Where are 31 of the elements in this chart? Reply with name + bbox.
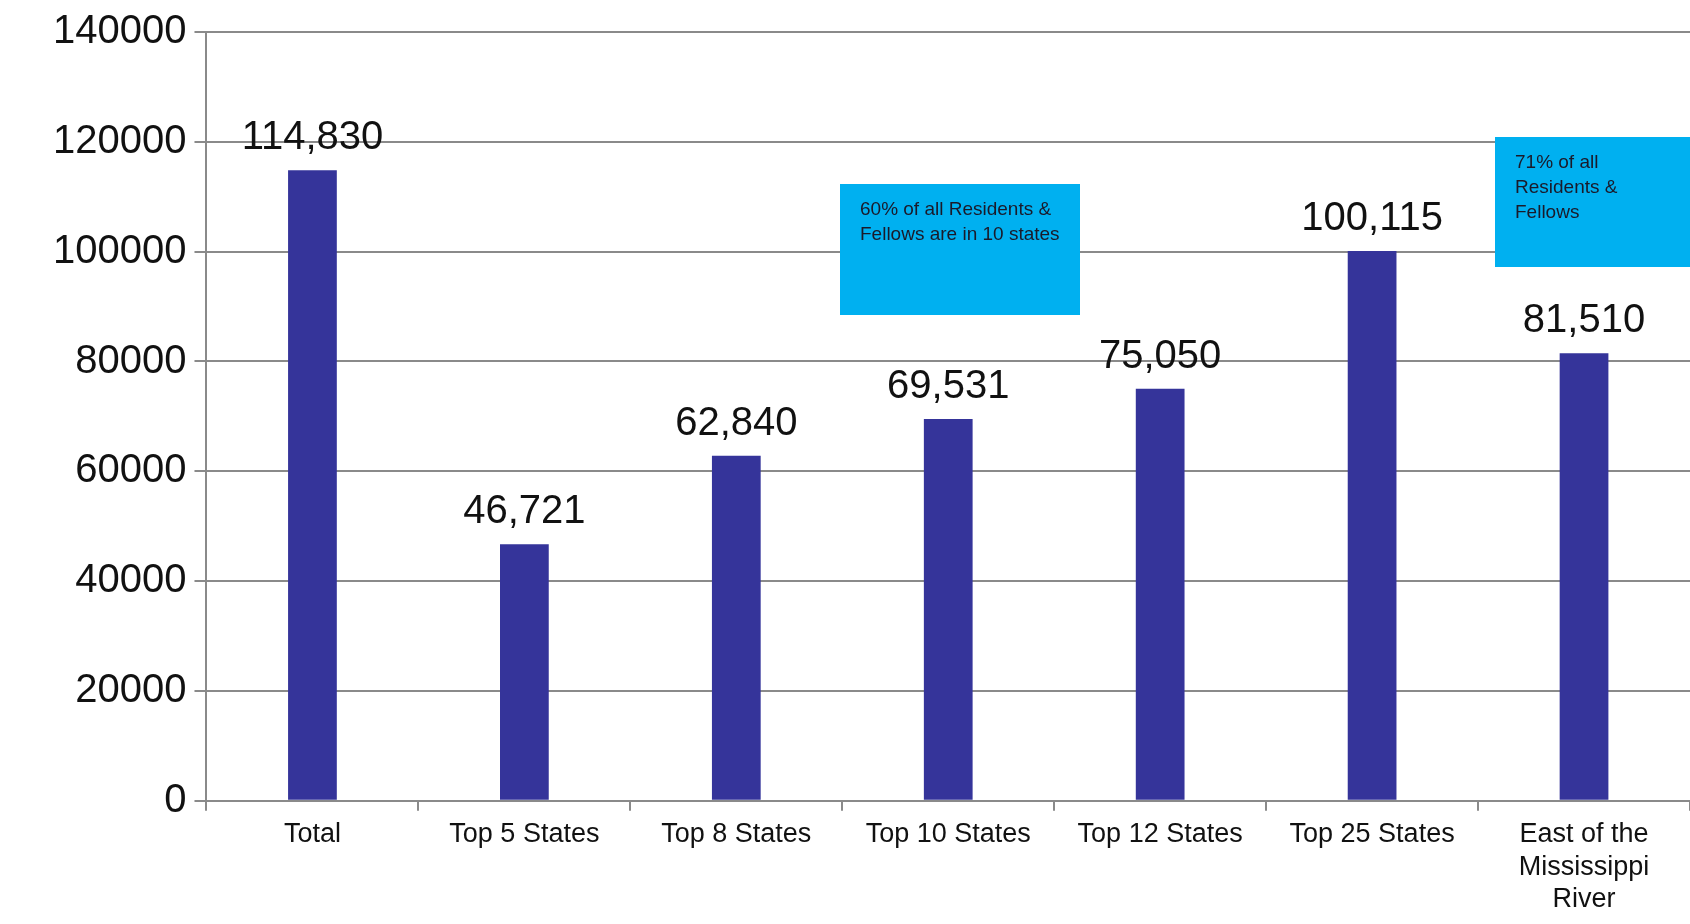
bar	[500, 544, 549, 800]
x-tick-label: Top 12 States	[1077, 818, 1243, 849]
y-tick-label: 140000	[52, 7, 187, 52]
x-tick-label: Top 25 States	[1289, 818, 1455, 849]
data-label: 75,050	[1099, 331, 1222, 376]
y-tick-label: 40000	[75, 556, 187, 601]
y-tick-label: 20000	[75, 666, 187, 710]
bar	[711, 455, 761, 800]
x-tick-label: Top 8 States	[661, 818, 812, 849]
x-tick-label: Total	[283, 818, 341, 849]
callout-box: 71% of all Residents & Fellows	[1495, 137, 1690, 267]
x-tick-label: Top 5 States	[449, 818, 600, 849]
bar	[923, 418, 973, 800]
data-label: 46,721	[463, 487, 586, 532]
data-label: 114,830	[241, 113, 384, 158]
y-tick-label: 120000	[52, 116, 187, 161]
bar	[1347, 251, 1397, 800]
callout-box: 60% of all Residents & Fellows are in 10 states	[840, 184, 1080, 315]
bar	[1559, 353, 1609, 800]
data-label: 62,840	[675, 398, 798, 443]
x-tick-label: Top 10 States	[865, 818, 1031, 849]
y-tick-label: 60000	[75, 446, 187, 491]
y-tick-label: 100000	[52, 226, 187, 271]
x-tick-label: East of the Mississippi River	[1518, 818, 1650, 914]
y-tick-label: 80000	[75, 336, 187, 381]
data-label: 100,115	[1301, 194, 1443, 239]
data-label: 81,510	[1522, 296, 1646, 341]
bar	[288, 170, 337, 800]
bar	[1135, 388, 1185, 800]
data-label: 69,531	[887, 362, 1010, 407]
y-tick-label: 0	[164, 775, 187, 820]
